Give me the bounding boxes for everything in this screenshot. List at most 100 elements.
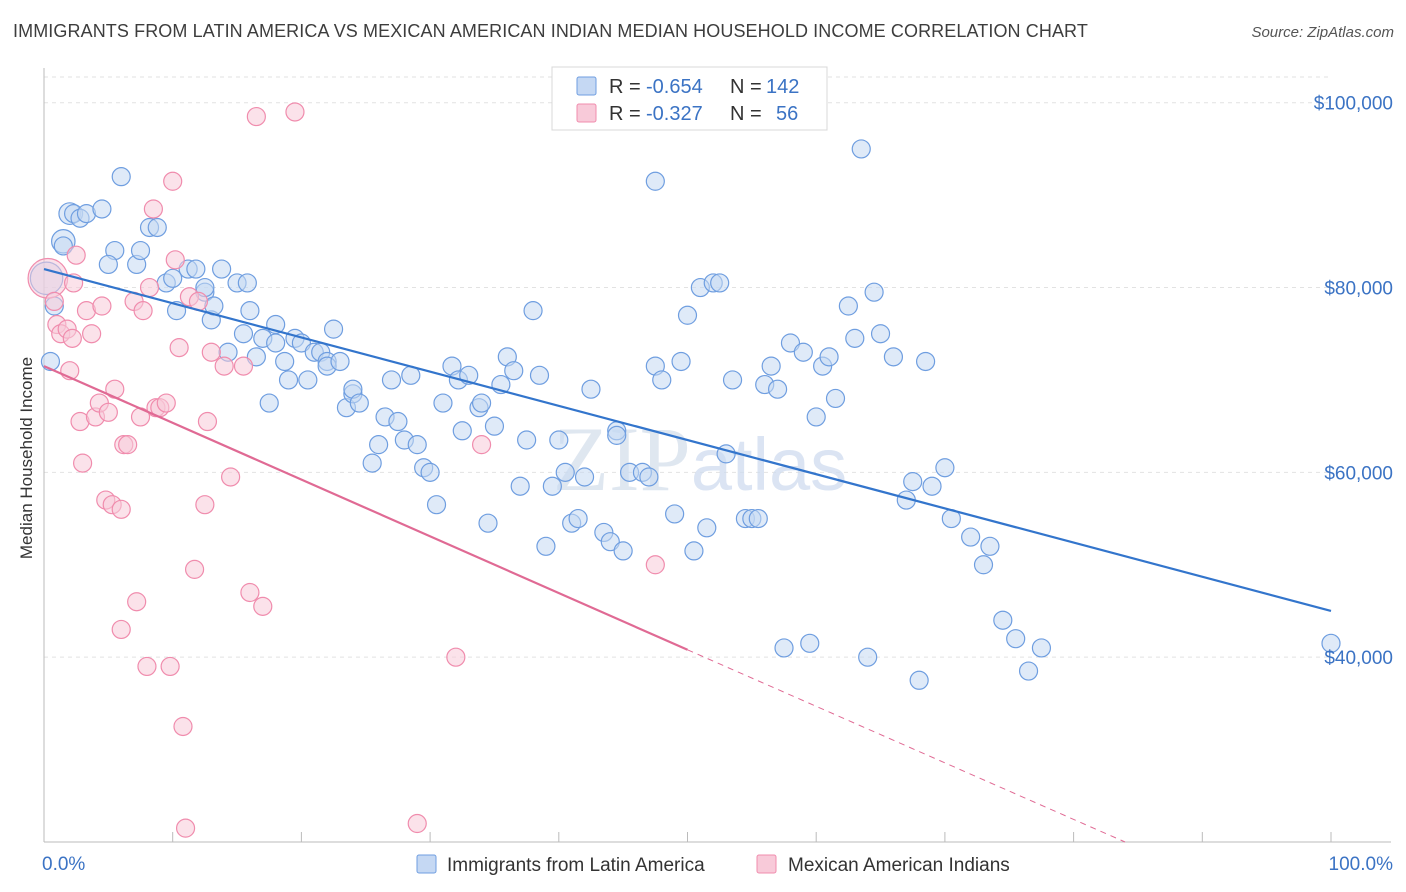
point-pink-46 bbox=[214, 356, 234, 376]
point-blue-26 bbox=[212, 259, 232, 279]
point-pink-56 bbox=[645, 555, 665, 575]
point-blue-12 bbox=[111, 167, 131, 187]
point-blue-127 bbox=[870, 324, 891, 344]
point-blue-11 bbox=[98, 254, 118, 275]
point-blue-124 bbox=[851, 139, 871, 159]
point-blue-139 bbox=[993, 610, 1013, 630]
trend-line-blue bbox=[43, 267, 1332, 613]
point-blue-61 bbox=[420, 462, 440, 482]
point-blue-143 bbox=[1321, 633, 1341, 653]
x-tick-labels: 0.0% 100.0% bbox=[42, 854, 1393, 875]
y-tick-labels: $40,000 $60,000 $80,000 $100,000 bbox=[1314, 94, 1393, 669]
point-blue-142 bbox=[1031, 638, 1052, 658]
point-pink-39 bbox=[175, 818, 196, 838]
point-pink-43 bbox=[195, 495, 215, 515]
point-blue-112 bbox=[761, 356, 781, 376]
chart-source: Source: ZipAtlas.com bbox=[1251, 24, 1394, 41]
point-blue-32 bbox=[246, 347, 266, 367]
point-blue-63 bbox=[433, 393, 453, 413]
point-pink-30 bbox=[143, 199, 163, 219]
legend-swatch-blue bbox=[576, 76, 597, 96]
point-blue-101 bbox=[684, 541, 704, 561]
axes bbox=[43, 68, 1391, 843]
point-blue-105 bbox=[710, 273, 730, 293]
point-blue-125 bbox=[858, 647, 878, 667]
point-pink-1 bbox=[44, 291, 64, 312]
point-blue-34 bbox=[259, 393, 279, 413]
point-blue-133 bbox=[922, 476, 942, 496]
point-blue-9 bbox=[92, 199, 112, 219]
bottom-legend-label-blue: Immigrants from Latin America bbox=[447, 855, 705, 876]
point-blue-47 bbox=[330, 351, 350, 372]
point-blue-90 bbox=[607, 425, 627, 445]
point-blue-30 bbox=[233, 324, 254, 344]
point-blue-128 bbox=[883, 347, 904, 367]
point-blue-103 bbox=[697, 518, 717, 538]
point-blue-121 bbox=[825, 388, 846, 409]
point-blue-114 bbox=[774, 638, 794, 658]
series-mexican-american-indians bbox=[27, 102, 665, 838]
x-tick-label-end: 100.0% bbox=[1329, 854, 1394, 875]
point-blue-21 bbox=[186, 259, 206, 279]
point-pink-36 bbox=[165, 250, 185, 270]
point-blue-76 bbox=[517, 430, 537, 450]
point-blue-31 bbox=[240, 301, 260, 321]
point-pink-27 bbox=[133, 301, 153, 321]
point-pink-49 bbox=[240, 582, 260, 603]
point-blue-110 bbox=[748, 508, 768, 529]
bottom-legend: Immigrants from Latin America Mexican Am… bbox=[416, 854, 1010, 876]
point-pink-35 bbox=[163, 171, 183, 191]
point-pink-20 bbox=[111, 499, 131, 519]
trend-lines bbox=[43, 267, 1332, 843]
point-pink-53 bbox=[407, 813, 427, 834]
point-pink-52 bbox=[285, 102, 305, 122]
bottom-legend-swatch-pink bbox=[756, 854, 777, 874]
y-tick-label-2: $80,000 bbox=[1324, 279, 1393, 300]
point-blue-75 bbox=[510, 476, 530, 496]
point-blue-41 bbox=[298, 370, 318, 390]
legend-swatch-pink bbox=[576, 103, 597, 123]
point-blue-14 bbox=[130, 240, 151, 261]
point-pink-55 bbox=[471, 435, 492, 455]
point-blue-35 bbox=[266, 333, 286, 353]
point-blue-113 bbox=[767, 379, 788, 399]
point-pink-29 bbox=[139, 277, 160, 298]
point-blue-137 bbox=[973, 555, 994, 575]
x-tick-label-start: 0.0% bbox=[42, 854, 85, 875]
legend-n-value-blue: 142 bbox=[766, 76, 799, 98]
point-blue-37 bbox=[275, 351, 295, 372]
point-blue-29 bbox=[237, 273, 257, 293]
point-pink-50 bbox=[246, 106, 266, 127]
point-blue-99 bbox=[671, 351, 691, 372]
chart-title: IMMIGRANTS FROM LATIN AMERICA VS MEXICAN… bbox=[13, 21, 1088, 41]
point-pink-6 bbox=[62, 328, 82, 348]
point-blue-118 bbox=[806, 407, 826, 427]
y-tick-label-3: $100,000 bbox=[1314, 94, 1393, 115]
point-pink-23 bbox=[118, 435, 138, 455]
point-pink-48 bbox=[233, 356, 254, 376]
point-blue-88 bbox=[600, 532, 620, 552]
point-blue-80 bbox=[542, 476, 562, 496]
point-pink-25 bbox=[127, 592, 147, 612]
point-pink-45 bbox=[201, 342, 221, 362]
watermark: ZIPatlas bbox=[553, 408, 847, 510]
point-blue-16 bbox=[147, 217, 167, 238]
legend-n-value-pink: 56 bbox=[776, 103, 798, 125]
point-blue-97 bbox=[652, 370, 672, 390]
point-pink-28 bbox=[137, 656, 157, 677]
point-blue-77 bbox=[523, 301, 543, 321]
point-blue-115 bbox=[780, 333, 801, 353]
point-blue-136 bbox=[961, 527, 981, 547]
point-blue-141 bbox=[1018, 661, 1039, 681]
point-pink-34 bbox=[160, 656, 180, 677]
point-pink-33 bbox=[156, 393, 176, 413]
point-blue-56 bbox=[388, 411, 408, 432]
y-tick-label-1: $60,000 bbox=[1324, 463, 1393, 484]
point-blue-120 bbox=[819, 347, 839, 367]
point-blue-107 bbox=[722, 370, 743, 390]
point-blue-70 bbox=[478, 513, 498, 533]
point-blue-134 bbox=[935, 458, 955, 478]
legend-r-value-pink: -0.327 bbox=[646, 103, 703, 125]
point-blue-85 bbox=[574, 467, 595, 487]
